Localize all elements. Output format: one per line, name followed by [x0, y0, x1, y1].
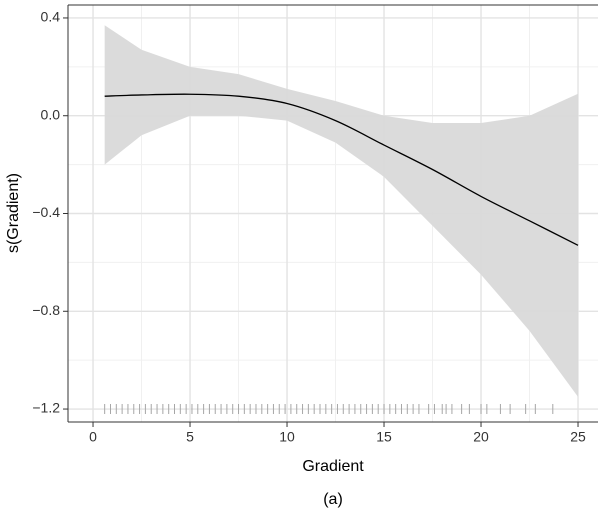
x-axis-label: Gradient — [302, 458, 364, 475]
x-tick-label: 25 — [570, 429, 586, 445]
y-tick-label: −0.8 — [32, 302, 60, 318]
x-tick-label: 20 — [473, 429, 489, 445]
y-axis-label: s(Gradient) — [5, 173, 22, 253]
x-tick-label: 5 — [186, 429, 194, 445]
fit-line — [104, 93, 579, 246]
x-tick-label: 15 — [376, 429, 392, 445]
y-tick-label: −1.2 — [32, 400, 60, 416]
x-tick-label: 0 — [89, 429, 97, 445]
caption: (a) — [323, 491, 343, 508]
y-tick-label: −0.4 — [32, 204, 60, 220]
y-tick-label: 0.0 — [41, 106, 61, 122]
x-tick-label: 10 — [279, 429, 295, 445]
y-tick-label: 0.4 — [41, 9, 61, 25]
confidence-band — [104, 25, 579, 397]
